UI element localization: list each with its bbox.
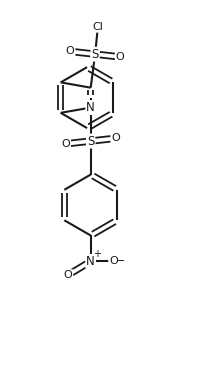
Text: Cl: Cl [93, 22, 103, 32]
Text: O: O [61, 139, 70, 149]
Text: S: S [91, 48, 99, 60]
Text: O: O [66, 46, 75, 56]
Text: S: S [87, 135, 94, 147]
Text: N: N [86, 255, 95, 268]
Text: +: + [93, 249, 101, 259]
Text: N: N [86, 101, 95, 114]
Text: O: O [116, 52, 125, 62]
Text: O: O [63, 270, 72, 280]
Text: O: O [111, 133, 120, 143]
Text: O: O [109, 256, 118, 266]
Text: −: − [116, 256, 125, 266]
